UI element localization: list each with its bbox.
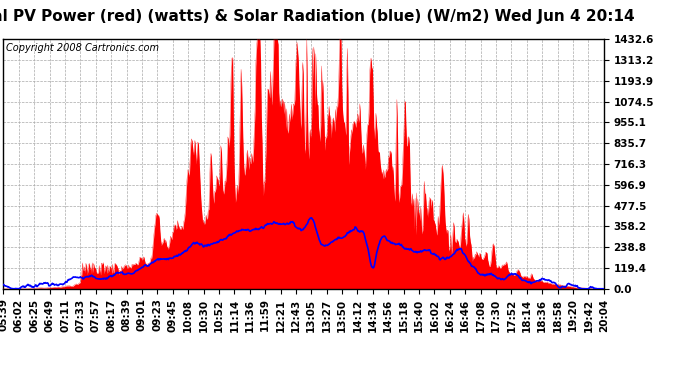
Text: Copyright 2008 Cartronics.com: Copyright 2008 Cartronics.com — [6, 43, 159, 53]
Text: Total PV Power (red) (watts) & Solar Radiation (blue) (W/m2) Wed Jun 4 20:14: Total PV Power (red) (watts) & Solar Rad… — [0, 9, 635, 24]
